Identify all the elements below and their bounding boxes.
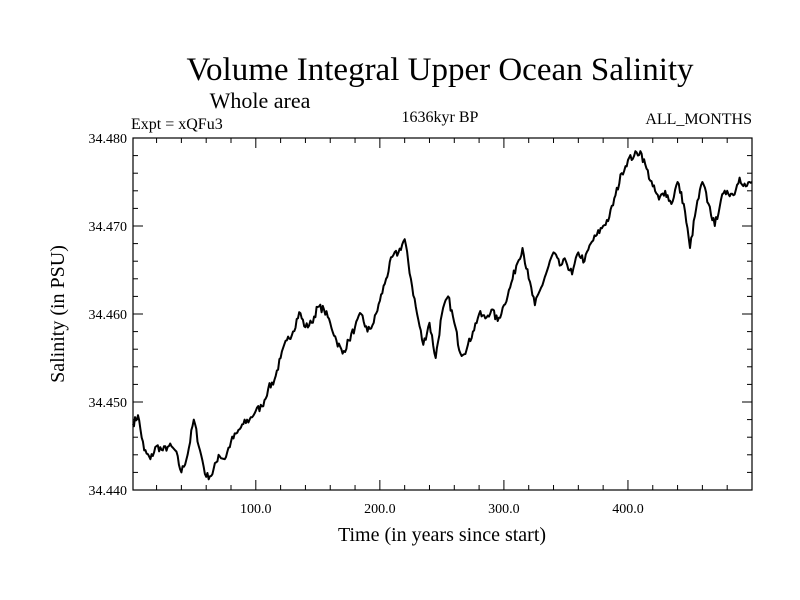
x-tick-label: 300.0 (488, 502, 520, 517)
y-tick-label: 34.470 (89, 220, 128, 235)
y-tick-label: 34.460 (89, 308, 128, 323)
x-axis-label: Time (in years since start) (338, 524, 546, 546)
y-axis-ticks: 34.440 34.450 34.460 34.470 34.480 (89, 132, 752, 499)
y-tick-label: 34.450 (89, 396, 128, 411)
period-label: 1636kyr BP (402, 109, 479, 126)
chart-subtitle: Whole area (210, 88, 311, 113)
y-tick-label: 34.440 (89, 484, 128, 499)
x-tick-label: 100.0 (240, 502, 272, 517)
chart-title: Volume Integral Upper Ocean Salinity (186, 52, 694, 88)
salinity-series-line (132, 150, 753, 481)
x-axis-ticks: 100.0 200.0 300.0 400.0 (156, 138, 728, 517)
x-tick-label: 400.0 (612, 502, 644, 517)
x-tick-label: 200.0 (364, 502, 396, 517)
y-axis-label: Salinity (in PSU) (47, 245, 69, 383)
experiment-label: Expt = xQFu3 (131, 116, 223, 133)
y-tick-label: 34.480 (89, 132, 128, 147)
months-label: ALL_MONTHS (645, 111, 752, 128)
